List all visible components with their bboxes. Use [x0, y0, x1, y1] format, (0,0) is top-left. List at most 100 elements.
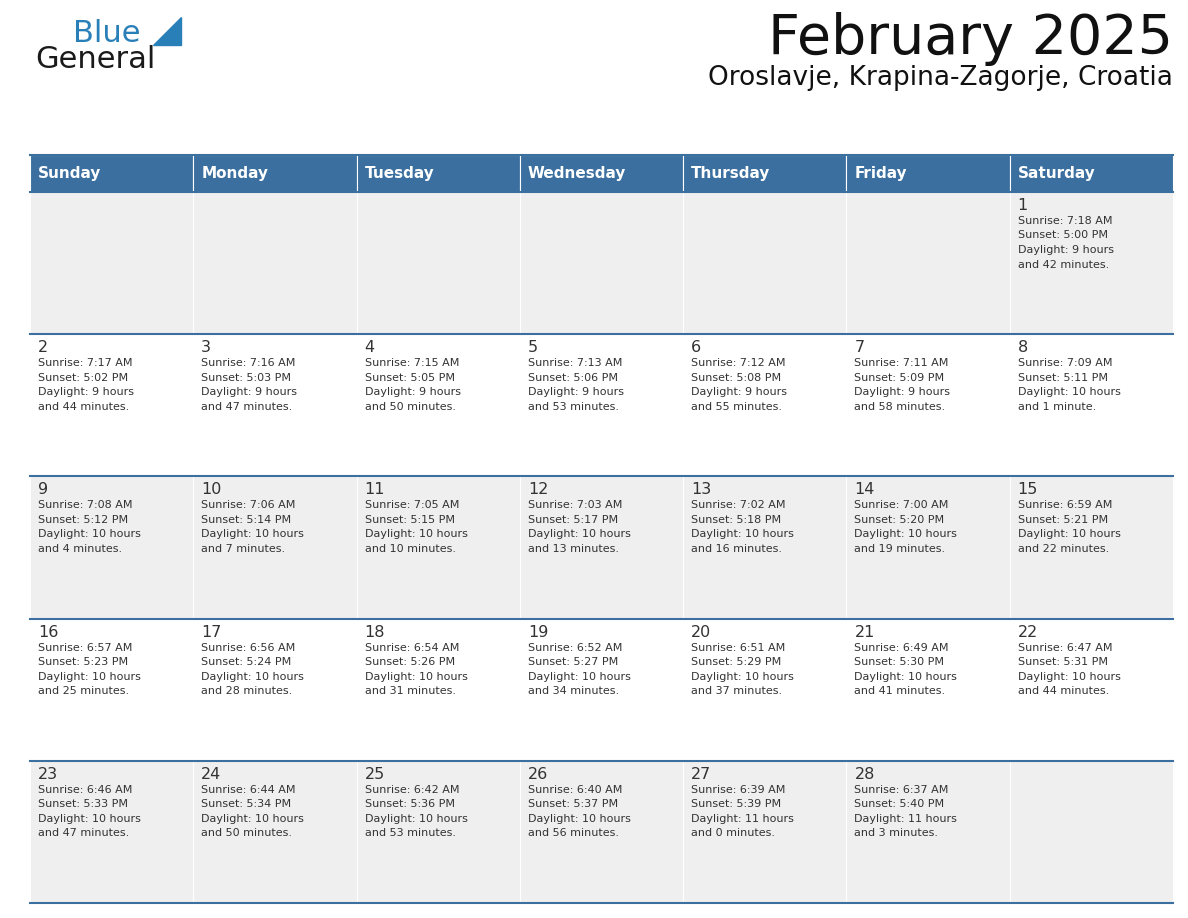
- Text: Daylight: 10 hours: Daylight: 10 hours: [1018, 672, 1120, 681]
- Text: Sunrise: 6:51 AM: Sunrise: 6:51 AM: [691, 643, 785, 653]
- Text: Daylight: 10 hours: Daylight: 10 hours: [201, 672, 304, 681]
- Bar: [846, 761, 1010, 903]
- Bar: [30, 761, 194, 903]
- Text: 20: 20: [691, 624, 712, 640]
- Text: Daylight: 9 hours: Daylight: 9 hours: [691, 387, 788, 397]
- Text: Sunset: 5:06 PM: Sunset: 5:06 PM: [527, 373, 618, 383]
- Text: Daylight: 10 hours: Daylight: 10 hours: [38, 813, 141, 823]
- Text: Sunrise: 6:37 AM: Sunrise: 6:37 AM: [854, 785, 949, 795]
- Bar: [30, 476, 194, 619]
- Text: Daylight: 10 hours: Daylight: 10 hours: [691, 530, 794, 540]
- Text: and 44 minutes.: and 44 minutes.: [38, 402, 129, 411]
- Text: and 25 minutes.: and 25 minutes.: [38, 686, 129, 696]
- Text: and 34 minutes.: and 34 minutes.: [527, 686, 619, 696]
- Text: Sunset: 5:17 PM: Sunset: 5:17 PM: [527, 515, 618, 525]
- Text: Sunset: 5:34 PM: Sunset: 5:34 PM: [201, 800, 291, 810]
- Bar: [194, 155, 356, 192]
- Text: Sunset: 5:33 PM: Sunset: 5:33 PM: [38, 800, 128, 810]
- Bar: [520, 334, 683, 476]
- Bar: [520, 619, 683, 761]
- Text: Sunset: 5:12 PM: Sunset: 5:12 PM: [38, 515, 128, 525]
- Bar: [683, 192, 846, 334]
- Text: and 37 minutes.: and 37 minutes.: [691, 686, 782, 696]
- Text: Sunrise: 6:57 AM: Sunrise: 6:57 AM: [38, 643, 132, 653]
- Text: and 47 minutes.: and 47 minutes.: [38, 828, 129, 838]
- Text: Sunrise: 6:56 AM: Sunrise: 6:56 AM: [201, 643, 296, 653]
- Text: Daylight: 10 hours: Daylight: 10 hours: [854, 530, 958, 540]
- Text: Sunset: 5:00 PM: Sunset: 5:00 PM: [1018, 230, 1107, 241]
- Text: Sunrise: 7:03 AM: Sunrise: 7:03 AM: [527, 500, 623, 510]
- Text: Sunset: 5:36 PM: Sunset: 5:36 PM: [365, 800, 455, 810]
- Text: Sunset: 5:24 PM: Sunset: 5:24 PM: [201, 657, 291, 667]
- Bar: [1010, 192, 1173, 334]
- Text: Sunrise: 6:40 AM: Sunrise: 6:40 AM: [527, 785, 623, 795]
- Text: Sunrise: 7:13 AM: Sunrise: 7:13 AM: [527, 358, 623, 368]
- Text: Sunset: 5:02 PM: Sunset: 5:02 PM: [38, 373, 128, 383]
- Text: 8: 8: [1018, 341, 1028, 355]
- Text: Sunset: 5:37 PM: Sunset: 5:37 PM: [527, 800, 618, 810]
- Text: and 47 minutes.: and 47 minutes.: [201, 402, 292, 411]
- Bar: [194, 619, 356, 761]
- Bar: [683, 761, 846, 903]
- Text: Sunrise: 6:44 AM: Sunrise: 6:44 AM: [201, 785, 296, 795]
- Bar: [520, 476, 683, 619]
- Bar: [520, 761, 683, 903]
- Text: Sunrise: 6:49 AM: Sunrise: 6:49 AM: [854, 643, 949, 653]
- Text: Daylight: 10 hours: Daylight: 10 hours: [691, 672, 794, 681]
- Text: General: General: [34, 45, 156, 74]
- Text: and 42 minutes.: and 42 minutes.: [1018, 260, 1108, 270]
- Text: and 16 minutes.: and 16 minutes.: [691, 543, 782, 554]
- Bar: [1010, 476, 1173, 619]
- Text: Sunrise: 7:11 AM: Sunrise: 7:11 AM: [854, 358, 949, 368]
- Text: Daylight: 10 hours: Daylight: 10 hours: [365, 530, 467, 540]
- Text: Sunset: 5:15 PM: Sunset: 5:15 PM: [365, 515, 455, 525]
- Text: Daylight: 9 hours: Daylight: 9 hours: [201, 387, 297, 397]
- Text: Daylight: 10 hours: Daylight: 10 hours: [365, 672, 467, 681]
- Bar: [356, 155, 520, 192]
- Bar: [30, 619, 194, 761]
- Text: 16: 16: [38, 624, 58, 640]
- Bar: [520, 192, 683, 334]
- Text: Sunrise: 7:05 AM: Sunrise: 7:05 AM: [365, 500, 459, 510]
- Bar: [1010, 155, 1173, 192]
- Bar: [520, 155, 683, 192]
- Text: Oroslavje, Krapina-Zagorje, Croatia: Oroslavje, Krapina-Zagorje, Croatia: [708, 65, 1173, 91]
- Text: 10: 10: [201, 482, 222, 498]
- Bar: [356, 334, 520, 476]
- Bar: [356, 476, 520, 619]
- Bar: [1010, 761, 1173, 903]
- Text: Daylight: 10 hours: Daylight: 10 hours: [38, 672, 141, 681]
- Text: and 53 minutes.: and 53 minutes.: [527, 402, 619, 411]
- Bar: [30, 155, 194, 192]
- Text: and 0 minutes.: and 0 minutes.: [691, 828, 775, 838]
- Text: and 50 minutes.: and 50 minutes.: [201, 828, 292, 838]
- Text: Sunrise: 6:42 AM: Sunrise: 6:42 AM: [365, 785, 459, 795]
- Text: Sunset: 5:39 PM: Sunset: 5:39 PM: [691, 800, 782, 810]
- Text: 23: 23: [38, 767, 58, 782]
- Text: 1: 1: [1018, 198, 1028, 213]
- Text: Thursday: Thursday: [691, 166, 771, 181]
- Text: 17: 17: [201, 624, 222, 640]
- Text: 14: 14: [854, 482, 874, 498]
- Text: Sunrise: 6:39 AM: Sunrise: 6:39 AM: [691, 785, 785, 795]
- Text: Daylight: 10 hours: Daylight: 10 hours: [365, 813, 467, 823]
- Text: Sunset: 5:23 PM: Sunset: 5:23 PM: [38, 657, 128, 667]
- Text: Daylight: 10 hours: Daylight: 10 hours: [854, 672, 958, 681]
- Text: and 55 minutes.: and 55 minutes.: [691, 402, 782, 411]
- Text: 24: 24: [201, 767, 221, 782]
- Text: Daylight: 9 hours: Daylight: 9 hours: [365, 387, 461, 397]
- Text: 18: 18: [365, 624, 385, 640]
- Text: 5: 5: [527, 341, 538, 355]
- Text: and 53 minutes.: and 53 minutes.: [365, 828, 455, 838]
- Text: Sunset: 5:21 PM: Sunset: 5:21 PM: [1018, 515, 1108, 525]
- Text: Daylight: 9 hours: Daylight: 9 hours: [1018, 245, 1113, 255]
- Text: Daylight: 10 hours: Daylight: 10 hours: [1018, 387, 1120, 397]
- Text: and 41 minutes.: and 41 minutes.: [854, 686, 946, 696]
- Text: Sunrise: 7:15 AM: Sunrise: 7:15 AM: [365, 358, 459, 368]
- Text: Sunset: 5:18 PM: Sunset: 5:18 PM: [691, 515, 782, 525]
- Text: Daylight: 9 hours: Daylight: 9 hours: [854, 387, 950, 397]
- Text: Sunrise: 6:46 AM: Sunrise: 6:46 AM: [38, 785, 132, 795]
- Text: Sunset: 5:11 PM: Sunset: 5:11 PM: [1018, 373, 1107, 383]
- Text: and 1 minute.: and 1 minute.: [1018, 402, 1097, 411]
- Text: Sunset: 5:29 PM: Sunset: 5:29 PM: [691, 657, 782, 667]
